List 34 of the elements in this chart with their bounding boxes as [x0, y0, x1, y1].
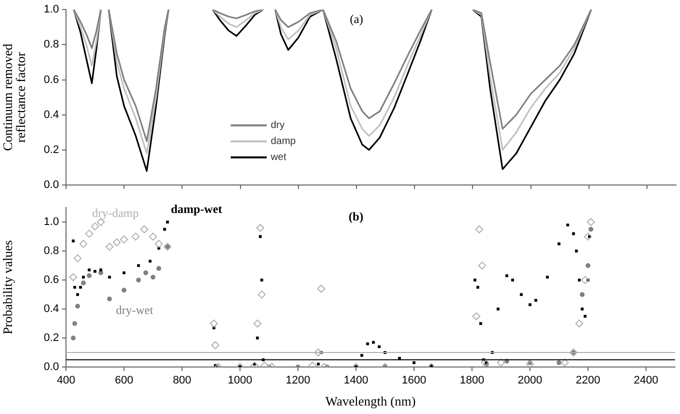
- y-tick-label: 0.4: [44, 303, 59, 316]
- x-axis-title: Wavelength (nm): [325, 394, 416, 409]
- y-axis-title: Probability values: [0, 240, 15, 334]
- y-tick-label: 0.8: [44, 245, 59, 258]
- legend-label: damp: [270, 136, 296, 148]
- x-tick-label: 600: [114, 374, 134, 387]
- x-tick-label: 400: [56, 374, 76, 387]
- x-tick-label: 1600: [402, 374, 426, 387]
- y-tick-label: 0.2: [44, 144, 59, 156]
- y-tick-label: 0.8: [44, 38, 59, 51]
- y-tick-label: 0.6: [44, 274, 59, 286]
- x-tick-label: 1800: [460, 374, 484, 387]
- x-tick-label: 2000: [518, 374, 542, 387]
- y-tick-label: 0.0: [44, 361, 59, 374]
- y-tick-label: 1.0: [44, 4, 59, 16]
- chart-title: (b): [348, 210, 364, 224]
- legend-label: wet: [270, 152, 286, 164]
- x-tick-label: 1000: [228, 374, 252, 387]
- y-axis-title: Continuum removed reflectance factor: [0, 43, 28, 151]
- x-tick-label: 1400: [344, 374, 368, 387]
- series-label: dry-damp: [92, 206, 139, 220]
- y-tick-label: 1.0: [44, 216, 59, 228]
- y-tick-label: 0.6: [44, 74, 59, 86]
- series-label: damp-wet: [170, 202, 222, 216]
- x-tick-label: 1200: [286, 374, 310, 387]
- y-tick-label: 0.2: [44, 332, 59, 344]
- x-tick-label: 800: [172, 374, 192, 387]
- chart-title: (a): [350, 12, 364, 26]
- series-label: dry-wet: [116, 303, 154, 318]
- y-tick-label: 0.0: [44, 179, 59, 192]
- x-tick-label: 2200: [576, 374, 600, 387]
- x-tick-label: 2400: [634, 374, 658, 387]
- y-tick-label: 0.4: [44, 108, 59, 121]
- legend-label: dry: [270, 120, 285, 132]
